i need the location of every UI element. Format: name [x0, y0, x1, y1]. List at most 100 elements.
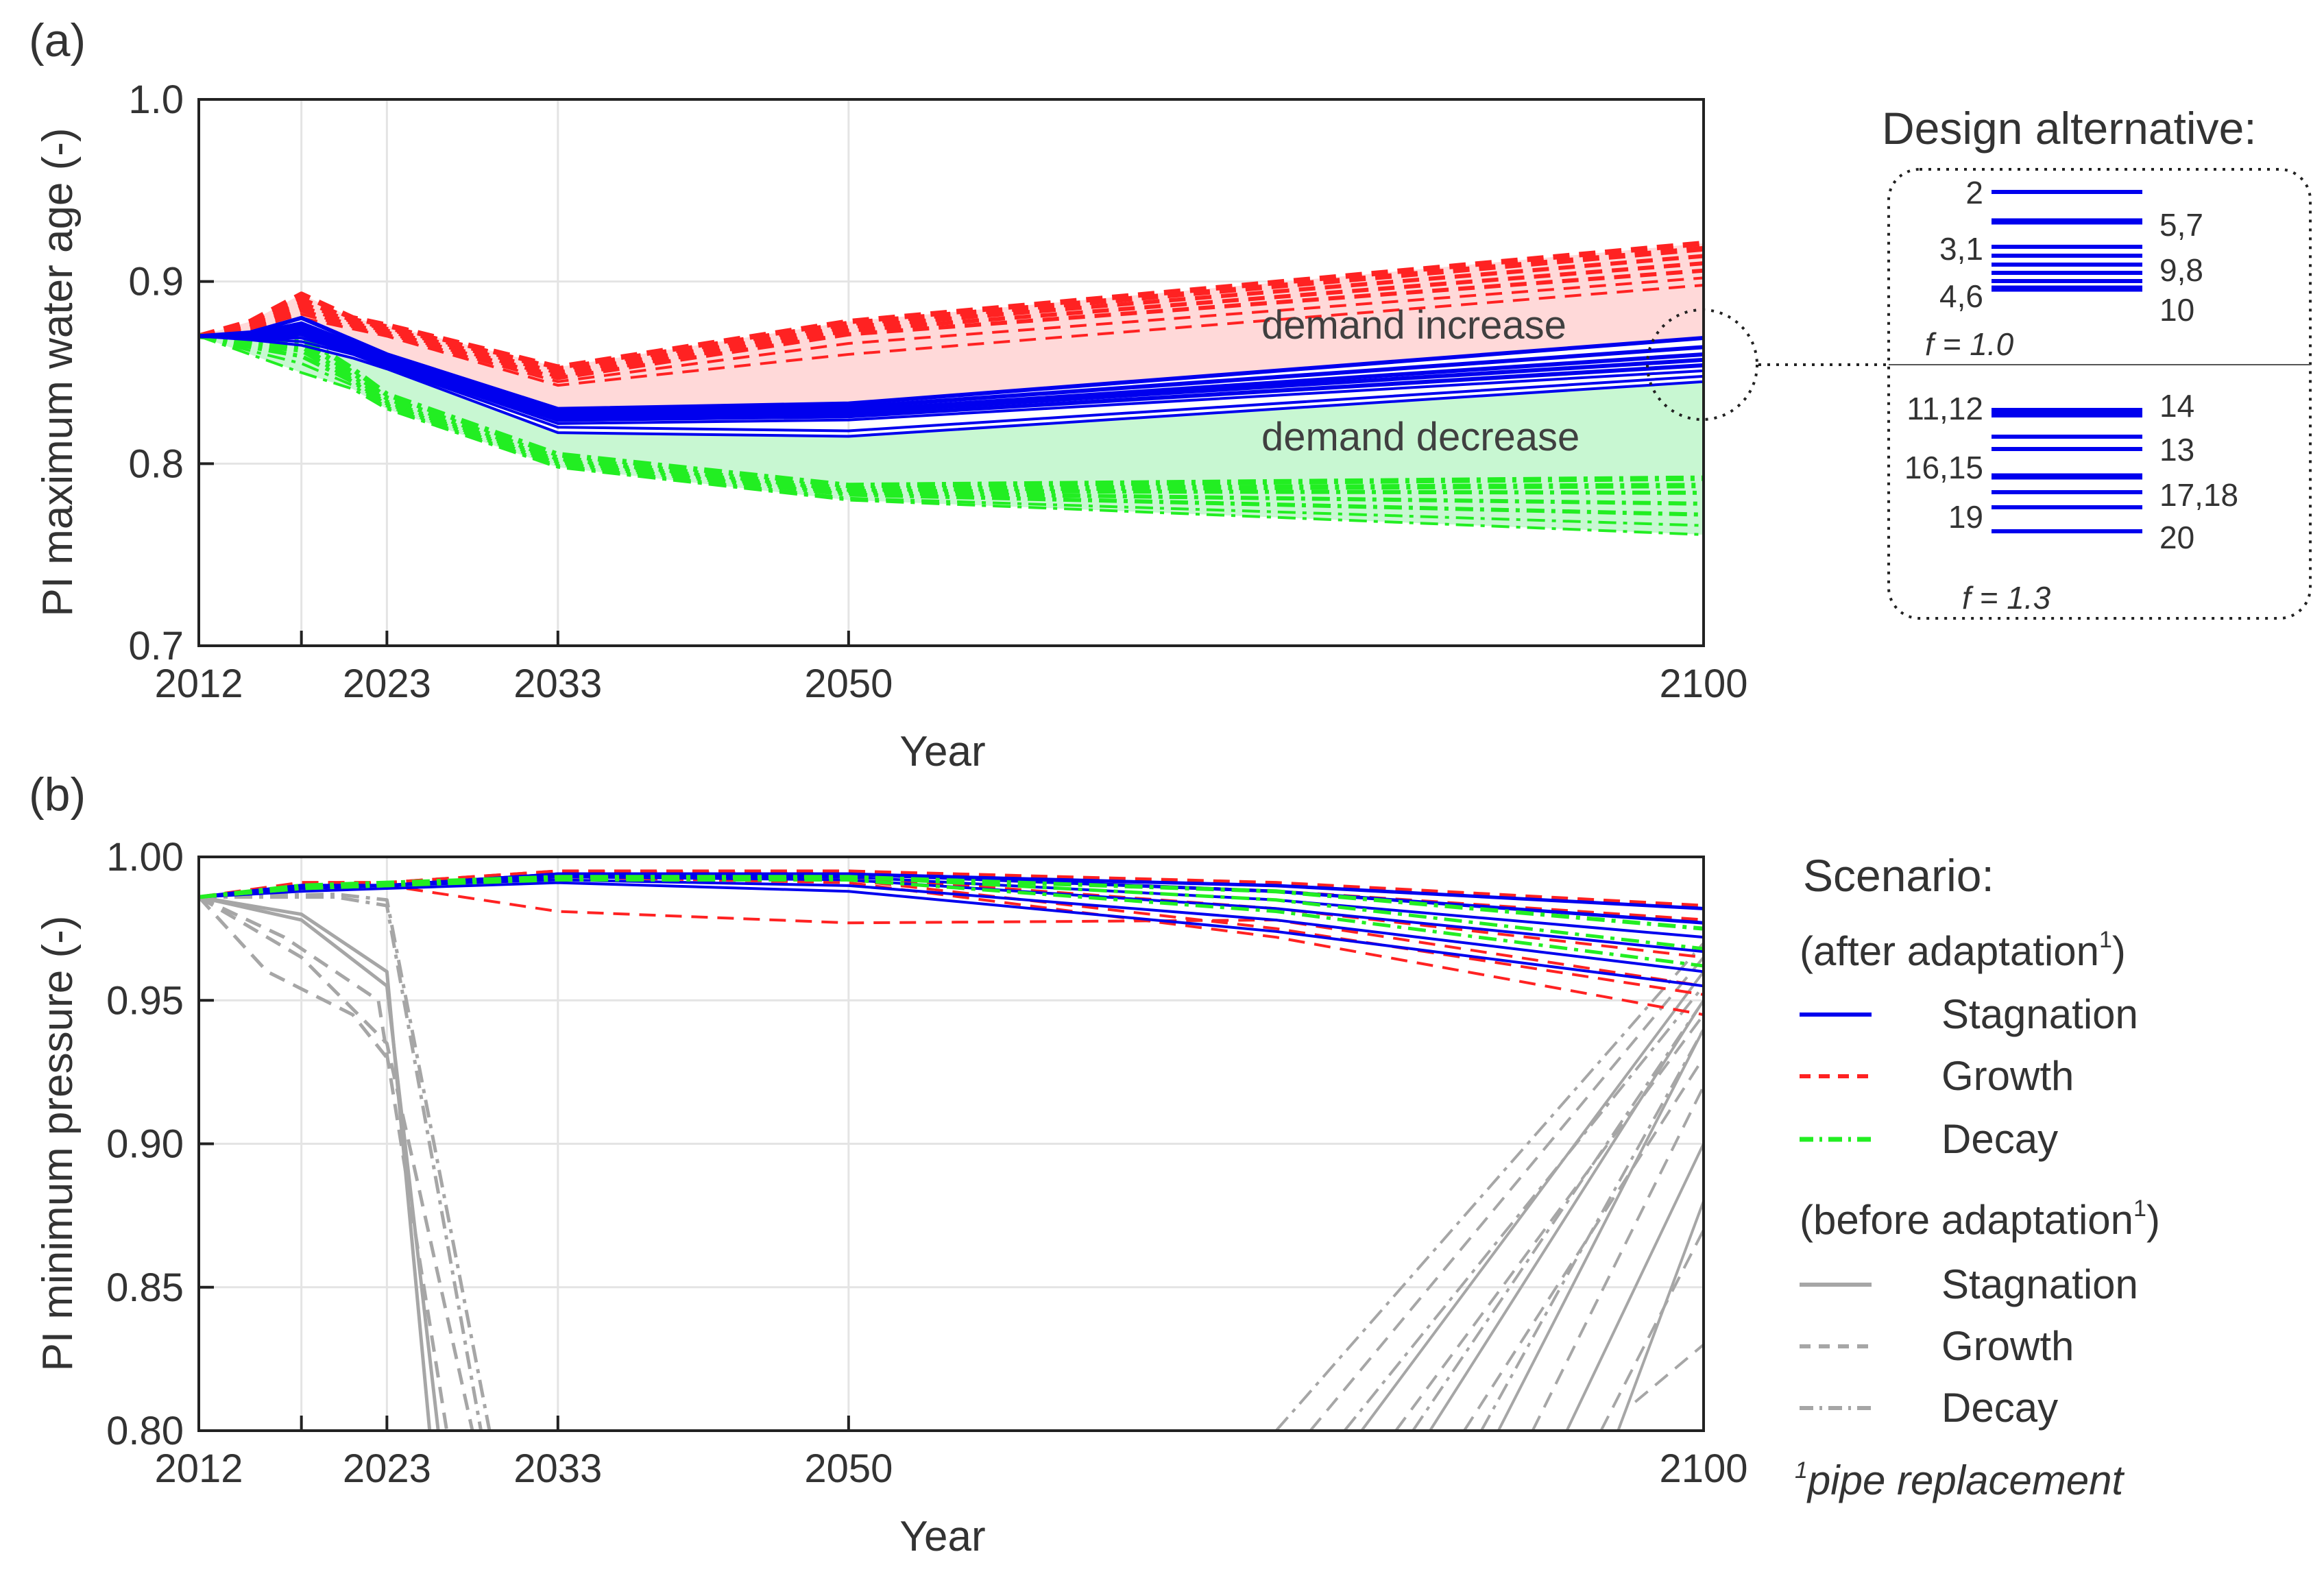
legend-after-text: (after adaptation	[1800, 928, 2099, 974]
panel-b-series-before-growth	[199, 895, 449, 1431]
panel-b-ytick-label: 0.90	[106, 1122, 184, 1167]
panel-b-series-before-decay	[1412, 999, 1704, 1431]
panel-a-series	[199, 240, 1704, 536]
design-alt-label-17-18: 17,18	[2159, 477, 2238, 513]
design-alt-label-2: 2	[1965, 175, 1983, 210]
panel-b-series-before-stagnation	[1497, 1028, 1704, 1431]
legend-before-decay: Decay	[1941, 1385, 2058, 1431]
demand-decrease-label: demand decrease	[1261, 415, 1579, 459]
panel-a-series-decay	[199, 333, 1704, 489]
design-alt-f1: f = 1.0	[1925, 326, 2014, 362]
panel-b-series-growth	[199, 875, 1704, 1017]
design-alt-label-9-8: 9,8	[2159, 252, 2203, 288]
panel-a-ylabel: PI maximum water age (-)	[34, 128, 82, 616]
legend-title: Scenario:	[1803, 850, 1994, 901]
panel-b-series-stagnation	[199, 881, 1704, 988]
legend-after-header: (after adaptation1)	[1800, 927, 2126, 974]
panel-b-series	[199, 869, 1704, 1431]
panel-b-series-before-decay	[1274, 942, 1704, 1431]
panel-b-series-before-decay	[199, 892, 492, 1431]
design-alt-box	[1887, 168, 2312, 620]
legend-after-growth: Growth	[1941, 1053, 2074, 1099]
panel-b-xtick-label: 2033	[513, 1446, 602, 1491]
design-alt-label-16-15: 16,15	[1904, 450, 1983, 485]
panel-a-frame	[197, 98, 1705, 647]
panel-b-series-before-growth	[1463, 1056, 1704, 1431]
legend-footnote-sup: 1	[1795, 1457, 1808, 1483]
design-alt-label-4-6: 4,6	[1939, 278, 1983, 314]
panel-b-ytick-label: 0.95	[106, 978, 184, 1023]
panel-b-series-before-growth	[1531, 1085, 1704, 1431]
panel-b-series-before-growth	[1634, 1343, 1704, 1403]
panel-a-ytick-label: 0.7	[128, 624, 184, 668]
panel-b-label: (b)	[29, 768, 86, 821]
legend-after-sup: 1	[2099, 927, 2112, 953]
panel-a-series-stagnation	[199, 335, 1704, 438]
panel-b-ytick-label: 0.85	[106, 1265, 184, 1310]
panel-b-series-decay	[199, 875, 1704, 951]
panel-a-label: (a)	[29, 14, 86, 66]
panel-b-series-before-decay	[199, 895, 483, 1431]
panel-b-ytick-label: 0.80	[106, 1409, 184, 1453]
legend-before-growth: Growth	[1941, 1323, 2074, 1369]
panel-a-xtick-label: 2033	[513, 662, 602, 706]
panel-b-series-before-decay	[1479, 1028, 1704, 1431]
panel-a-ytick-label: 0.8	[128, 441, 184, 486]
design-alt-label-13: 13	[2159, 432, 2194, 468]
panel-b-xtick-label: 2012	[154, 1446, 243, 1491]
panel-b-xtick-label: 2050	[804, 1446, 893, 1491]
panel-b-xlabel: Year	[899, 1513, 985, 1560]
panel-a-series-stagnation	[199, 315, 1704, 411]
design-alt-label-11-12: 11,12	[1907, 391, 1983, 426]
panel-a-ytick-label: 0.9	[128, 260, 184, 304]
legend-footnote: 1pipe replacement	[1795, 1457, 2125, 1503]
design-alt-label-19: 19	[1948, 499, 1983, 535]
panel-a-series-decay	[199, 334, 1704, 517]
legend-footnote-text: pipe replacement	[1806, 1457, 2125, 1503]
panel-a-series-decay	[199, 335, 1704, 536]
panel-a-xtick-label: 2050	[804, 662, 893, 706]
design-alt-bars	[1992, 190, 2142, 533]
panel-b-series-growth	[199, 869, 1704, 908]
zoom-circle	[1646, 308, 1758, 421]
legend-before-sup: 1	[2133, 1196, 2146, 1222]
panel-b-series-before-growth	[1599, 1229, 1704, 1431]
panel-b-xtick-label: 2023	[343, 1446, 431, 1491]
legend-after-stagnation: Stagnation	[1941, 991, 2138, 1037]
panel-b-series-before-stagnation	[1429, 999, 1704, 1431]
legend-before-header: (before adaptation1)	[1800, 1196, 2160, 1243]
panel-b-series-before-growth	[199, 895, 474, 1431]
panel-a-xtick-label: 2023	[343, 662, 431, 706]
design-alt-label-14: 14	[2159, 388, 2194, 424]
panel-a-xtick-label: 2012	[154, 662, 243, 706]
panel-a-series-growth	[199, 268, 1704, 380]
panel-b-series-before-stagnation	[1617, 1200, 1704, 1431]
panel-a-series-stagnation	[199, 332, 1704, 422]
panel-a-series-growth	[199, 276, 1704, 383]
design-alt-label-5-7: 5,7	[2159, 207, 2203, 243]
panel-a-ticks: 0.7 0.8 0.9 1.0 2012 2023 2033 2050 2100	[128, 77, 1747, 706]
panel-b-series-before-stagnation	[199, 895, 432, 1431]
panel-b-ytick-label: 1.00	[106, 835, 184, 880]
design-alt-label-3-1: 3,1	[1939, 231, 1983, 267]
design-alt-title: Design alternative:	[1882, 103, 2257, 154]
panel-a-xtick-label: 2100	[1659, 662, 1747, 706]
design-alt-f2: f = 1.3	[1962, 580, 2051, 616]
panel-b-series-growth	[199, 873, 1704, 996]
panel-b-series-before-decay	[1343, 985, 1704, 1431]
design-alt-label-20: 20	[2159, 520, 2194, 555]
panel-a-series-decay	[199, 333, 1704, 492]
legend-before-text: (before adaptation	[1800, 1197, 2133, 1243]
panel-b-grid	[197, 856, 1705, 1432]
panel-b-series-before-growth	[1394, 1013, 1704, 1431]
panel-a-series-stagnation	[199, 335, 1704, 433]
panel-b-series-decay	[199, 877, 1704, 968]
panel-b-series-before-growth	[199, 895, 389, 1059]
legend-before-close: )	[2146, 1197, 2160, 1243]
demand-increase-label: demand increase	[1261, 303, 1566, 348]
panel-b-series-before-stagnation	[1565, 1143, 1704, 1431]
legend-after-decay: Decay	[1941, 1116, 2058, 1162]
panel-b-xtick-label: 2100	[1659, 1446, 1747, 1491]
design-alt-label-10: 10	[2159, 292, 2194, 328]
